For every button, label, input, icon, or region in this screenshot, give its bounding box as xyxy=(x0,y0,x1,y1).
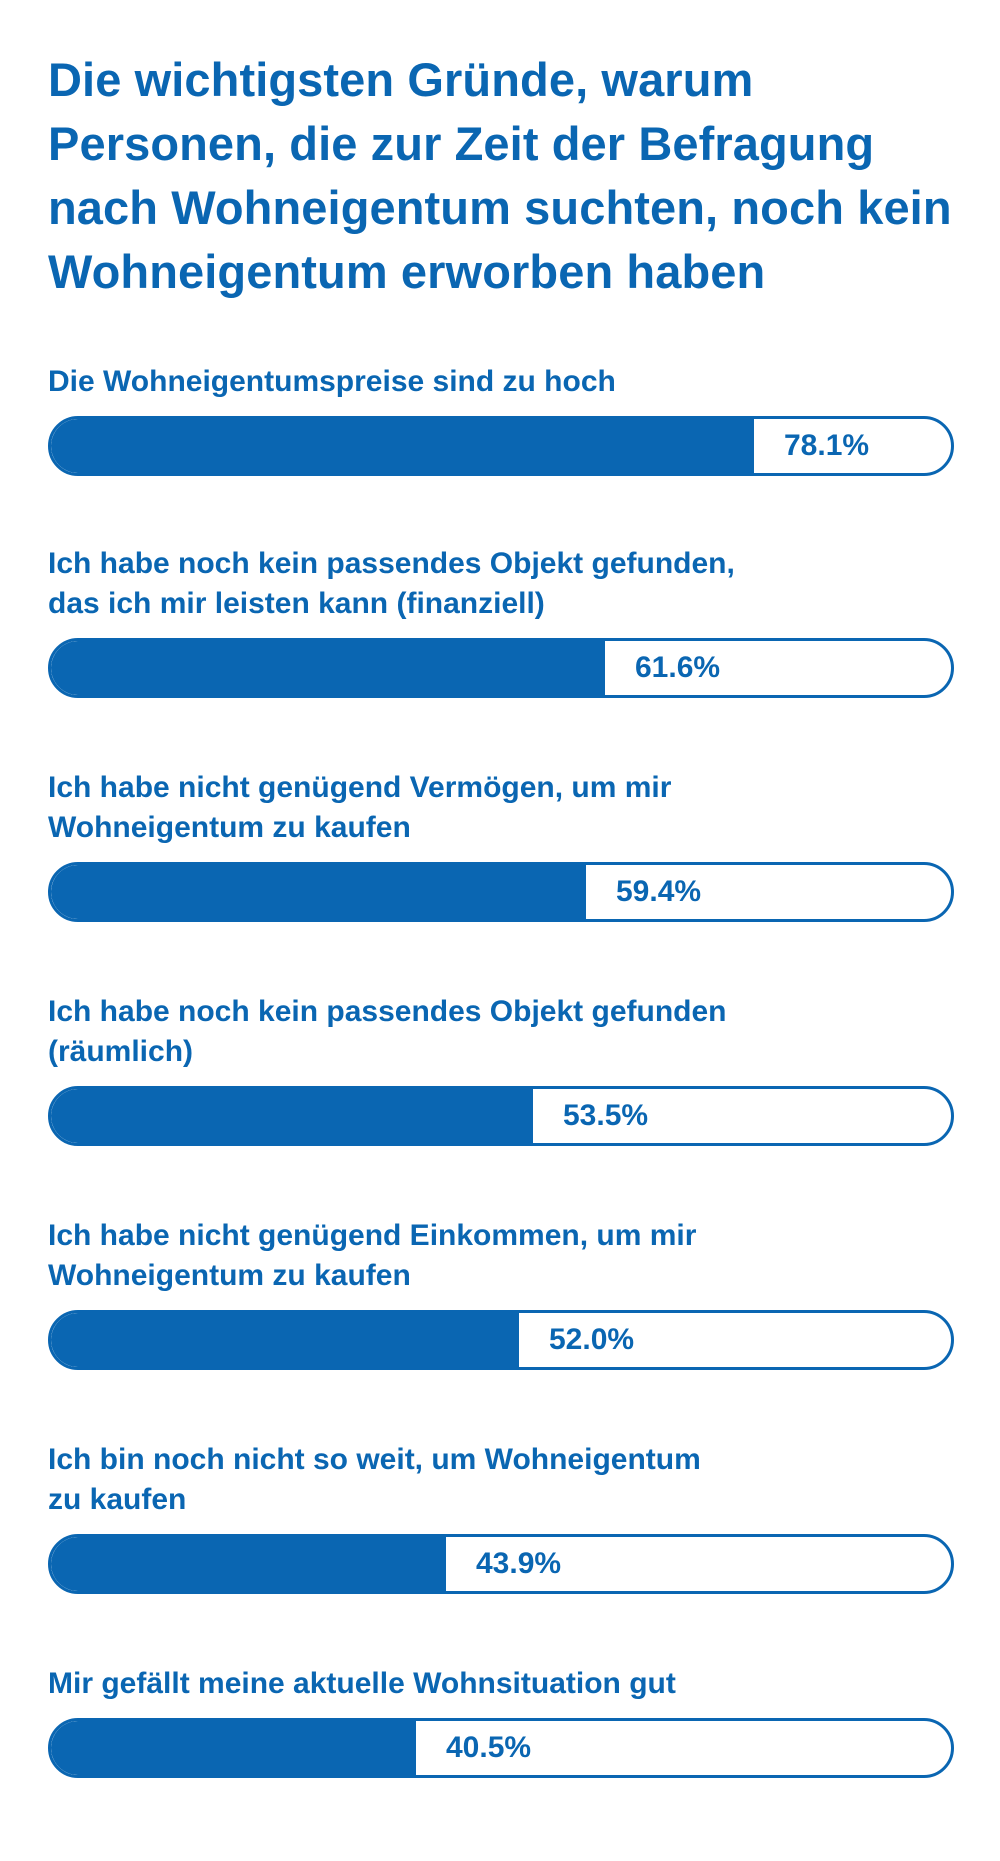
category-label: Ich habe nicht genügend Einkommen, um mi… xyxy=(48,1219,697,1292)
data-label: 78.1% xyxy=(784,429,870,462)
bar-item: Ich habe nicht genügend Vermögen, um mir… xyxy=(48,768,954,922)
bar xyxy=(51,1721,416,1775)
bar-item: Ich bin noch nicht so weit, um Wohneigen… xyxy=(48,1440,954,1594)
bar-item: Ich habe noch kein passendes Objekt gefu… xyxy=(48,992,954,1146)
bar-item: Die Wohneigentumspreise sind zu hoch 78.1… xyxy=(48,362,954,476)
category-label: Ich habe noch kein passendes Objekt gefu… xyxy=(48,995,727,1068)
bar xyxy=(51,641,605,695)
bar xyxy=(51,419,754,473)
bar-track: 53.5% xyxy=(48,1086,954,1146)
bar-track: 43.9% xyxy=(48,1534,954,1594)
bar-item: Ich habe noch kein passendes Objekt gefu… xyxy=(48,544,954,698)
bar xyxy=(51,865,586,919)
category-label: Mir gefällt meine aktuelle Wohnsituation… xyxy=(48,1667,676,1700)
bar-track: 78.1% xyxy=(48,416,954,476)
data-label: 40.5% xyxy=(446,1731,532,1764)
bar-track: 59.4% xyxy=(48,862,954,922)
data-label: 59.4% xyxy=(616,875,702,908)
bar xyxy=(51,1089,533,1143)
bar-track: 40.5% xyxy=(48,1718,954,1778)
bar-item: Mir gefällt meine aktuelle Wohnsituation… xyxy=(48,1664,954,1778)
chart-title: Die wichtigsten Gründe, warum Personen, … xyxy=(48,53,952,298)
category-label: Ich habe noch kein passendes Objekt gefu… xyxy=(48,547,735,620)
bar-item: Ich habe nicht genügend Einkommen, um mi… xyxy=(48,1216,954,1370)
category-label: Die Wohneigentumspreise sind zu hoch xyxy=(48,365,616,398)
bar-track: 61.6% xyxy=(48,638,954,698)
data-label: 52.0% xyxy=(549,1323,635,1356)
data-label: 53.5% xyxy=(563,1099,649,1132)
bar-track: 52.0% xyxy=(48,1310,954,1370)
category-label: Ich habe nicht genügend Vermögen, um mir… xyxy=(48,771,672,844)
data-label: 61.6% xyxy=(635,651,721,684)
bar xyxy=(51,1537,446,1591)
bar xyxy=(51,1313,519,1367)
data-label: 43.9% xyxy=(476,1547,562,1580)
category-label: Ich bin noch nicht so weit, um Wohneigen… xyxy=(48,1443,701,1516)
